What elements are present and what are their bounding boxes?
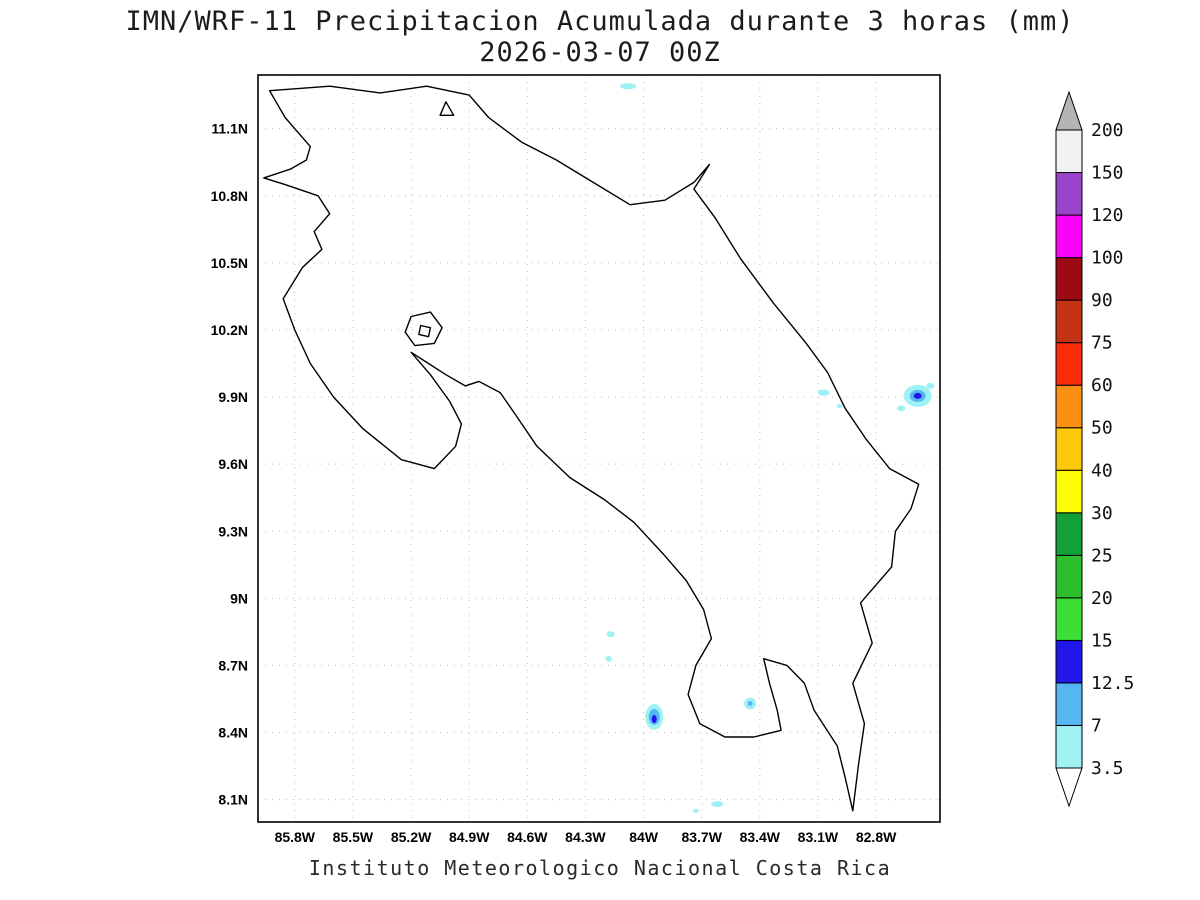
precip-spot — [651, 715, 657, 724]
x-axis-tick-label: 85.5W — [333, 829, 374, 845]
colorbar-segment — [1055, 682, 1083, 726]
y-axis-tick-label: 9.3N — [218, 523, 248, 539]
map-caption: Instituto Meteorologico Nacional Costa R… — [308, 856, 892, 880]
colorbar-segment — [1055, 724, 1083, 769]
colorbar-label: 3.5 — [1091, 758, 1124, 779]
precip-spot — [897, 405, 906, 412]
precip-spot — [606, 631, 615, 638]
precip-spot — [817, 389, 830, 396]
y-axis-tick-label: 8.4N — [218, 725, 248, 741]
y-axis-tick-label: 9.9N — [218, 389, 248, 405]
precip-spot — [836, 404, 843, 408]
y-axis-tick-label: 10.8N — [211, 188, 248, 204]
colorbar-segment — [1055, 129, 1083, 174]
colorbar-over-arrow — [1055, 90, 1083, 131]
precip-spot — [926, 382, 935, 389]
small-islet — [418, 324, 432, 338]
precip-spot — [692, 808, 699, 813]
colorbar-segment — [1055, 639, 1083, 684]
x-axis-tick-label: 85.2W — [391, 829, 432, 845]
lake-island-triangle — [439, 101, 455, 116]
precip-spot — [605, 655, 612, 662]
y-axis-tick-label: 10.2N — [211, 322, 248, 338]
map-title: IMN/WRF-11 Precipitacion Acumulada duran… — [125, 6, 1075, 37]
colorbar-label: 200 — [1091, 120, 1124, 141]
colorbar-label: 40 — [1091, 460, 1113, 481]
colorbar-label: 100 — [1091, 248, 1124, 269]
colorbar-label: 15 — [1091, 630, 1113, 651]
precip-spot — [913, 392, 922, 399]
colorbar-label: 7 — [1091, 716, 1102, 737]
y-axis-tick-label: 11.1N — [211, 121, 248, 137]
colorbar-segment — [1055, 257, 1083, 301]
map-frame — [257, 74, 941, 823]
colorbar-segment — [1055, 512, 1083, 556]
chira-island — [404, 311, 443, 347]
colorbar-segment — [1055, 384, 1083, 429]
colorbar-label: 75 — [1091, 333, 1113, 354]
colorbar-label: 90 — [1091, 290, 1113, 311]
colorbar-segment — [1055, 469, 1083, 514]
colorbar-label: 120 — [1091, 205, 1124, 226]
x-axis-tick-label: 85.8W — [275, 829, 316, 845]
x-axis-tick-label: 83.1W — [798, 829, 839, 845]
y-axis-tick-label: 8.1N — [218, 792, 248, 808]
colorbar-segment — [1055, 342, 1083, 386]
colorbar-segment — [1055, 427, 1083, 471]
colorbar-segment — [1055, 214, 1083, 259]
y-axis-tick-label: 8.7N — [218, 657, 248, 673]
colorbar-label: 50 — [1091, 418, 1113, 439]
precip-spot — [711, 801, 724, 808]
precip-spot — [620, 83, 637, 90]
colorbar-label: 20 — [1091, 588, 1113, 609]
precip-spot — [747, 701, 753, 706]
costa-rica-mainland — [263, 85, 920, 812]
colorbar-segment — [1055, 299, 1083, 344]
map-datetime: 2026-03-07 00Z — [479, 37, 721, 68]
colorbar-label: 150 — [1091, 163, 1124, 184]
x-axis-tick-label: 84.3W — [565, 829, 606, 845]
colorbar-segment — [1055, 554, 1083, 599]
x-axis-tick-label: 83.4W — [740, 829, 781, 845]
colorbar-label: 25 — [1091, 545, 1113, 566]
colorbar-segment — [1055, 597, 1083, 641]
y-axis-tick-label: 9N — [230, 590, 248, 606]
y-axis-tick-label: 10.5N — [211, 255, 248, 271]
colorbar-label: 60 — [1091, 375, 1113, 396]
colorbar-label: 30 — [1091, 503, 1113, 524]
x-axis-tick-label: 84W — [629, 829, 659, 845]
colorbar-segment — [1055, 172, 1083, 216]
colorbar-label: 12.5 — [1091, 673, 1134, 694]
y-axis-tick-label: 9.6N — [218, 456, 248, 472]
x-axis-tick-label: 83.7W — [681, 829, 722, 845]
colorbar-under-arrow — [1055, 767, 1083, 808]
x-axis-tick-label: 84.9W — [449, 829, 490, 845]
x-axis-tick-label: 82.8W — [856, 829, 897, 845]
x-axis-tick-label: 84.6W — [507, 829, 548, 845]
